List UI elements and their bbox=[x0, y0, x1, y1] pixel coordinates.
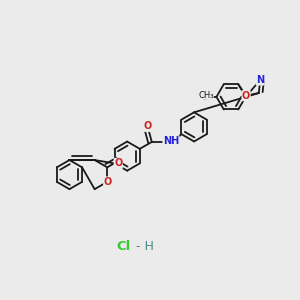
Text: O: O bbox=[242, 91, 250, 101]
Text: O: O bbox=[114, 158, 122, 168]
Text: CH₃: CH₃ bbox=[198, 91, 214, 100]
Text: - H: - H bbox=[132, 240, 154, 253]
Text: O: O bbox=[200, 92, 208, 102]
Text: Cl: Cl bbox=[116, 240, 131, 253]
Text: O: O bbox=[103, 177, 112, 187]
Text: N: N bbox=[256, 75, 264, 85]
Text: O: O bbox=[144, 122, 152, 131]
Text: NH: NH bbox=[163, 136, 179, 146]
